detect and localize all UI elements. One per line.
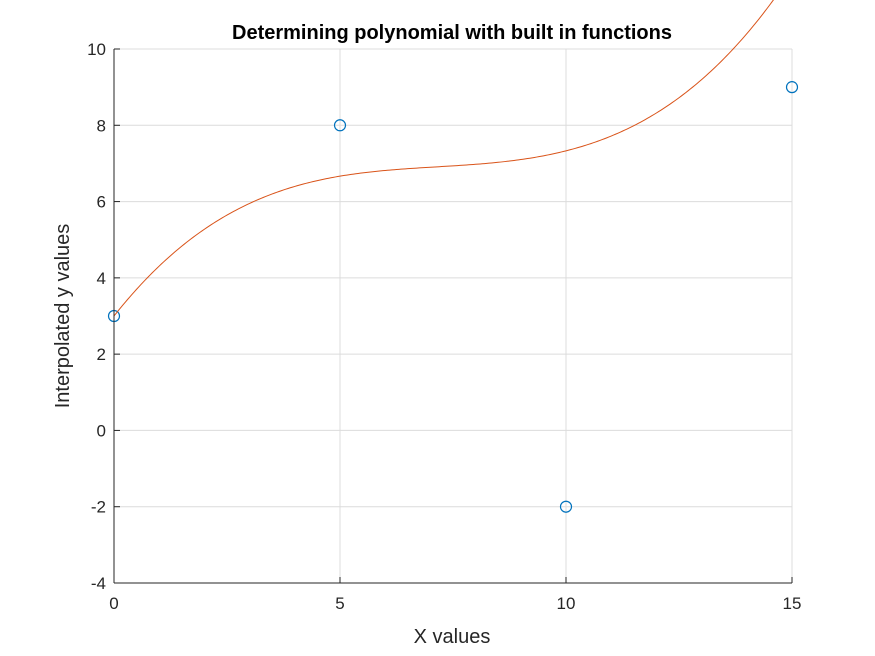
data-point-marker: [333, 119, 347, 132]
axes: [113, 48, 793, 584]
data-point-marker: [785, 81, 799, 94]
grid: [113, 48, 793, 584]
x-tick-label: 0: [109, 594, 118, 613]
y-tick-label: 2: [97, 345, 106, 364]
y-tick-label: 6: [97, 193, 106, 212]
x-tick-label: 15: [783, 594, 802, 613]
y-tick-label: -2: [91, 498, 106, 517]
x-axis-label: X values: [414, 626, 491, 648]
tick-labels: 0 5 10 15 -4 -2 0 2 4 6 8 10: [87, 40, 801, 613]
y-tick-label: 10: [87, 40, 106, 59]
chart-title: Determining polynomial with built in fun…: [232, 22, 672, 44]
y-tick-label: -4: [91, 574, 106, 593]
x-tick-label: 5: [335, 594, 344, 613]
polynomial-curve: [113, 0, 774, 317]
x-tick-label: 10: [557, 594, 576, 613]
data-point-marker: [559, 500, 573, 513]
y-tick-label: 0: [97, 421, 106, 440]
y-tick-label: 8: [97, 116, 106, 135]
y-tick-label: 4: [97, 269, 106, 288]
y-axis-label: Interpolated y values: [52, 224, 74, 409]
plot-area: [107, 0, 799, 513]
